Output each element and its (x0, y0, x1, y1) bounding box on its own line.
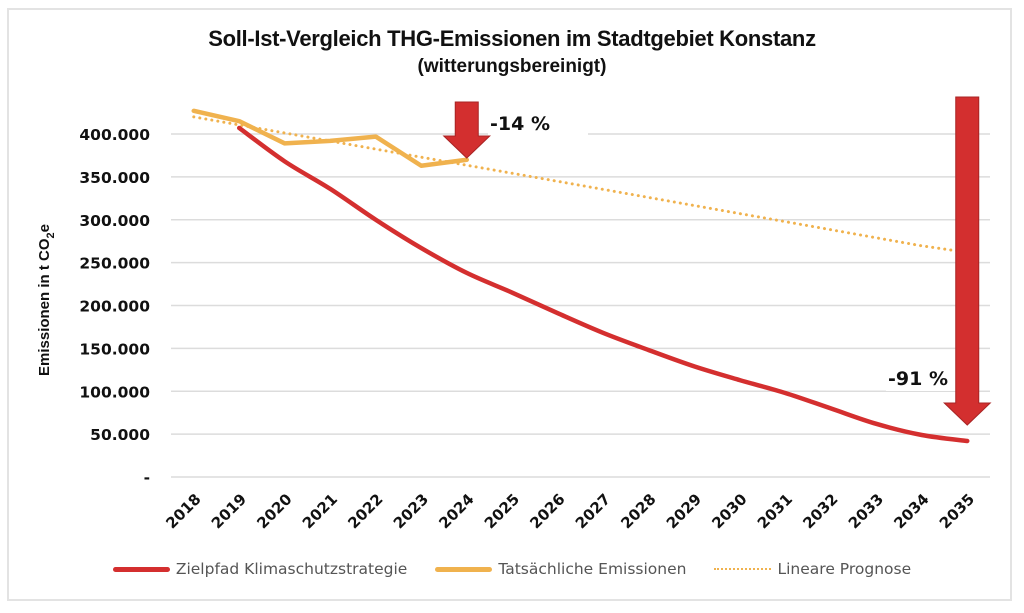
x-tick-label: 2025 (481, 490, 523, 532)
y-tick-label: 200.000 (79, 298, 150, 316)
y-tick-label: 50.000 (90, 426, 150, 444)
legend: Zielpfad Klimaschutzstrategie Tatsächlic… (0, 560, 1024, 578)
y-tick-label: - (144, 469, 150, 487)
legend-label: Lineare Prognose (777, 560, 912, 578)
legend-swatch-red-line (112, 566, 170, 572)
series-line-lineare-prognose (192, 115, 969, 254)
x-tick-label: 2023 (390, 490, 432, 532)
legend-label: Zielpfad Klimaschutzstrategie (175, 560, 408, 578)
x-tick-label: 2021 (299, 490, 341, 532)
y-tick-label: 300.000 (79, 212, 150, 230)
legend-swatch-orange-line (435, 566, 493, 572)
legend-item-target-path: Zielpfad Klimaschutzstrategie (112, 560, 408, 578)
annotation-label-box (488, 108, 588, 136)
down-arrow-icon (442, 101, 491, 159)
y-tick-label: 400.000 (79, 126, 150, 144)
x-tick-label: 2022 (344, 490, 386, 532)
series-line-tats-chliche-emissionen (191, 108, 469, 168)
y-tick-label: 100.000 (79, 383, 150, 401)
annotation-label-box (886, 363, 966, 391)
legend-label: Tatsächliche Emissionen (498, 560, 687, 578)
x-tick-label: 2034 (890, 490, 932, 532)
y-tick-label: 350.000 (79, 169, 150, 187)
legend-swatch-dotted-line (714, 568, 772, 570)
y-axis-label: Emissionen in t CO2e (36, 224, 57, 376)
x-tick-label: 2033 (845, 490, 887, 532)
x-tick-label: 2020 (253, 490, 295, 532)
annotation-label: -91 % (888, 368, 948, 390)
y-tick-label: 250.000 (79, 255, 150, 273)
x-tick-label: 2035 (936, 490, 978, 532)
legend-item-actual-emissions: Tatsächliche Emissionen (435, 560, 686, 578)
x-tick-label: 2019 (208, 490, 250, 532)
x-tick-label: 2028 (617, 490, 659, 532)
series-line-zielpfad-klimaschutzstrategie (237, 125, 970, 444)
x-tick-label: 2032 (799, 490, 841, 532)
x-tick-label: 2030 (708, 490, 750, 532)
chart-subtitle: (witterungsbereinigt) (417, 56, 607, 77)
x-tick-label: 2027 (572, 490, 614, 532)
down-arrow-icon (943, 96, 992, 426)
annotation-label: -14 % (490, 113, 550, 135)
chart-title: Soll-Ist-Vergleich THG-Emissionen im Sta… (208, 26, 816, 51)
chart-frame (7, 8, 1012, 601)
x-tick-label: 2018 (162, 490, 204, 532)
x-tick-label: 2026 (526, 490, 568, 532)
y-tick-label: 150.000 (79, 340, 150, 358)
x-tick-label: 2024 (435, 490, 477, 532)
x-tick-label: 2031 (754, 490, 796, 532)
legend-item-linear-forecast: Lineare Prognose (714, 560, 911, 578)
x-tick-label: 2029 (663, 490, 705, 532)
